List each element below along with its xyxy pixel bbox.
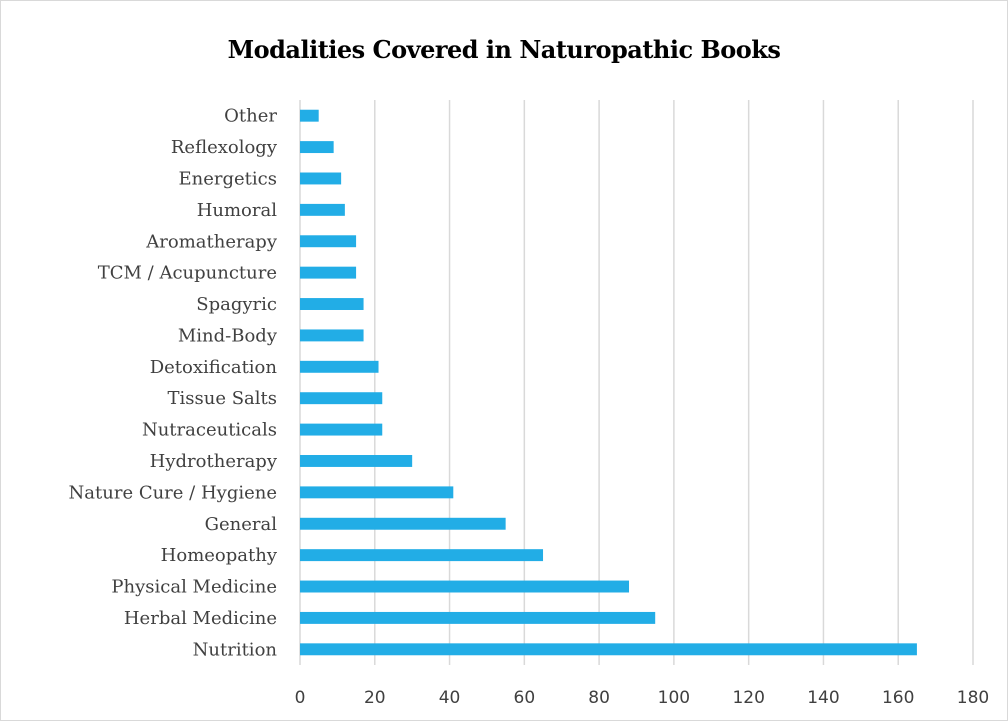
category-label: Aromatherapy xyxy=(145,231,278,252)
x-tick-label: 60 xyxy=(514,688,536,708)
category-label: Detoxification xyxy=(150,357,278,378)
bar xyxy=(300,580,630,593)
category-label: Other xyxy=(224,106,277,127)
bar xyxy=(300,266,357,279)
category-label: Energetics xyxy=(179,168,277,189)
bar xyxy=(300,109,319,122)
category-label: Nature Cure / Hygiene xyxy=(69,482,277,503)
category-label: Spagyric xyxy=(196,294,277,315)
category-label: General xyxy=(205,514,278,535)
category-labels: Nutrition Herbal Medicine Physical Medicin… xyxy=(69,106,278,661)
x-tick-label: 120 xyxy=(732,688,764,708)
bar xyxy=(300,235,357,248)
bar xyxy=(300,643,917,656)
bar xyxy=(300,172,342,185)
category-label: Mind-Body xyxy=(178,325,278,346)
x-tick-labels: 0 20 40 60 80 100 120 140 160 180 xyxy=(295,688,990,708)
category-label: Homeopathy xyxy=(161,545,278,566)
category-label: Physical Medicine xyxy=(111,577,277,598)
x-tick-label: 140 xyxy=(807,688,839,708)
x-tick-label: 180 xyxy=(957,688,989,708)
bar xyxy=(300,517,506,530)
category-label: Hydrotherapy xyxy=(150,451,278,472)
category-label: Reflexology xyxy=(171,137,278,158)
x-tick-label: 100 xyxy=(658,688,690,708)
category-label: Herbal Medicine xyxy=(124,608,277,629)
bar xyxy=(300,141,334,154)
bar xyxy=(300,329,364,342)
bar xyxy=(300,360,379,373)
category-label: Nutraceuticals xyxy=(142,420,277,441)
category-label: Humoral xyxy=(197,200,278,221)
chart-title: Modalities Covered in Naturopathic Books xyxy=(227,35,781,64)
bars xyxy=(300,109,917,656)
bar xyxy=(300,298,364,310)
bar xyxy=(300,203,345,216)
bar xyxy=(300,423,383,436)
bar xyxy=(300,455,413,467)
x-tick-label: 20 xyxy=(364,688,386,708)
bar xyxy=(300,486,454,499)
x-tick-label: 80 xyxy=(588,688,610,708)
category-label: Tissue Salts xyxy=(168,388,278,409)
bar xyxy=(300,611,656,624)
category-label: TCM / Acupuncture xyxy=(98,263,277,284)
category-label: Nutrition xyxy=(193,639,278,660)
bar xyxy=(300,549,544,562)
x-tick-label: 160 xyxy=(882,688,914,708)
bar xyxy=(300,392,383,405)
gridlines xyxy=(299,100,974,665)
x-tick-label: 0 xyxy=(295,688,306,708)
x-tick-label: 40 xyxy=(439,688,461,708)
